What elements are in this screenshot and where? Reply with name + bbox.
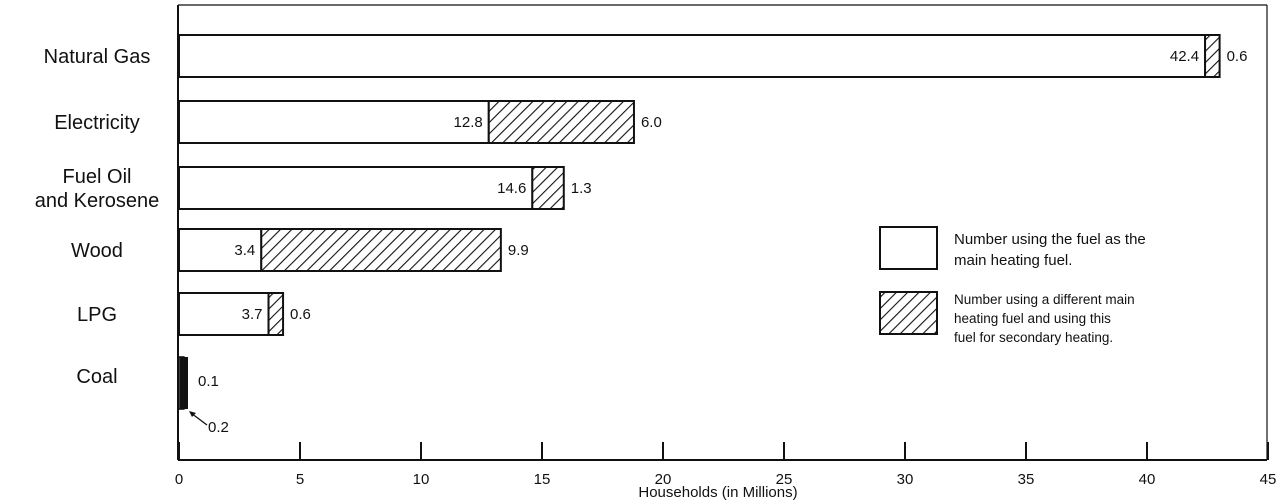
category-label: Wood [71,240,123,262]
value-label-main: 3.4 [234,242,255,259]
x-tick-label: 35 [1018,471,1035,488]
bar-main [178,34,1207,78]
bars-group [178,34,1221,410]
x-tick-label: 20 [655,471,672,488]
value-label-secondary: 9.9 [508,242,529,259]
x-axis-title: Households (in Millions) [638,484,797,501]
category-label: Coal [76,366,117,388]
value-label-main: 14.6 [497,180,526,197]
bar-secondary [267,292,285,336]
value-label-secondary: 1.3 [571,180,592,197]
category-label: Fuel Oil [63,166,132,188]
value-label-secondary: 6.0 [641,114,662,131]
arrow-head [189,411,196,417]
bar-secondary [180,357,188,409]
bar-secondary [487,100,635,144]
x-tick-label: 0 [175,471,183,488]
legend: Number using the fuel as the main heating… [879,226,1146,345]
category-label: and Kerosene [35,190,160,212]
x-tick-label: 45 [1260,471,1277,488]
value-label-main: 42.4 [1170,48,1199,65]
value-labels: 42.4 0.6 12.8 6.0 14.6 1.3 3.4 9.9 3.7 0.6 0.1 0.2 [189,48,1247,436]
bar-secondary [531,166,565,210]
bar-main [178,166,534,210]
value-label-main: 0.2 [208,419,229,436]
x-axis-ticks: 0 5 10 15 20 25 30 35 40 45 [175,442,1277,488]
x-tick-label: 5 [296,471,304,488]
category-label: Natural Gas [44,46,151,68]
legend-swatch-secondary [879,291,938,335]
x-tick-label: 25 [776,471,793,488]
x-tick-label: 30 [897,471,914,488]
category-label: Electricity [54,112,140,134]
value-label-secondary: 0.6 [1227,48,1248,65]
legend-label-main: main heating fuel. [954,252,1072,269]
value-label-main: 3.7 [242,306,263,323]
bar-main [178,100,490,144]
bar-main [178,228,263,272]
bar-secondary [260,228,502,272]
legend-label-main: Number using the fuel as the [954,231,1146,248]
legend-label-secondary: fuel for secondary heating. [954,330,1113,345]
value-label-main: 12.8 [454,114,483,131]
x-tick-label: 10 [413,471,430,488]
legend-label-secondary: heating fuel and using this [954,311,1111,326]
bar-secondary [1204,34,1221,78]
bar-main [178,292,270,336]
legend-swatch-main [879,226,938,270]
category-label: LPG [77,304,117,326]
legend-label-secondary: Number using a different main [954,292,1135,307]
x-tick-label: 15 [534,471,551,488]
x-tick-label: 40 [1139,471,1156,488]
value-label-secondary: 0.1 [198,373,219,390]
value-label-secondary: 0.6 [290,306,311,323]
